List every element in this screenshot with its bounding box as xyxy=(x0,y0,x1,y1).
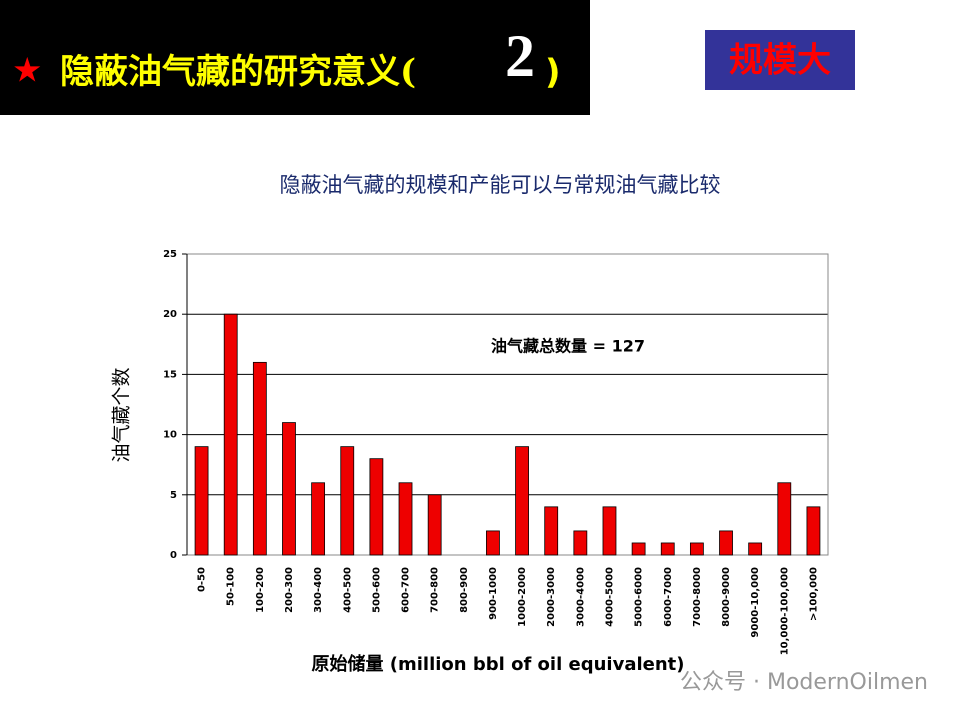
x-tick-label: >100,000 xyxy=(808,567,819,621)
bar xyxy=(806,506,821,556)
y-tick-label: 0 xyxy=(170,550,177,561)
y-tick-label: 10 xyxy=(163,430,177,441)
x-tick-label: 4000-5000 xyxy=(604,567,615,627)
watermark: 公众号 · ModernOilmen xyxy=(680,670,928,695)
bar xyxy=(340,446,355,556)
y-tick-label: 15 xyxy=(163,369,177,380)
x-tick-label: 800-900 xyxy=(459,567,470,613)
x-tick-label: 5000-6000 xyxy=(634,567,645,627)
header-star: ★ xyxy=(12,51,42,91)
bar xyxy=(427,494,442,556)
bar xyxy=(252,361,267,556)
bar xyxy=(631,542,646,556)
x-tick-label: 100-200 xyxy=(255,567,266,613)
header-close: ) xyxy=(545,53,561,93)
header-number: 2 xyxy=(505,23,535,89)
x-tick-label: 3000-4000 xyxy=(575,567,586,627)
x-tick-label: 200-300 xyxy=(284,567,295,613)
x-tick-label: 500-600 xyxy=(371,567,382,613)
x-axis-label: 原始储量 (million bbl of oil equivalent) xyxy=(312,653,685,675)
bar xyxy=(223,313,238,556)
bar xyxy=(515,446,529,556)
bar xyxy=(777,482,792,556)
header-band xyxy=(0,0,590,115)
bar xyxy=(689,542,704,556)
y-tick-label: 25 xyxy=(163,249,177,260)
x-tick-label: 8000-9000 xyxy=(721,567,732,627)
x-tick-label: 0-50 xyxy=(197,567,208,592)
bar xyxy=(282,422,296,556)
badge-box xyxy=(705,30,855,90)
x-tick-label: 300-400 xyxy=(313,567,324,613)
bar xyxy=(311,482,326,556)
bar xyxy=(194,446,209,556)
bar xyxy=(398,482,413,556)
x-tick-label: 9000-10,000 xyxy=(750,567,761,638)
y-axis-label: 油气藏个数 xyxy=(111,367,133,462)
x-tick-label: 6000-7000 xyxy=(663,567,674,627)
annotation: 油气藏总数量 = 127 xyxy=(491,337,645,356)
badge: 规模大 xyxy=(729,41,831,81)
x-tick-label: 7000-8000 xyxy=(692,567,703,627)
bar xyxy=(486,530,500,556)
x-tick-label: 1000-2000 xyxy=(517,567,528,627)
x-tick-label: 700-800 xyxy=(430,567,441,613)
x-tick-label: 900-1000 xyxy=(488,567,499,620)
bar xyxy=(660,542,675,556)
bar xyxy=(369,458,384,556)
bar xyxy=(748,542,763,556)
bar xyxy=(719,530,733,556)
x-tick-label: 50-100 xyxy=(226,567,237,606)
bar xyxy=(573,530,588,556)
x-tick-label: 600-700 xyxy=(401,567,412,613)
bar xyxy=(544,506,559,556)
header-title: 隐蔽油气藏的研究意义( xyxy=(60,52,416,92)
x-tick-label: 2000-3000 xyxy=(546,567,557,627)
bar xyxy=(602,506,617,556)
x-tick-label: 10,000-100,000 xyxy=(779,567,790,655)
y-tick-label: 5 xyxy=(170,490,177,501)
x-tick-label: 400-500 xyxy=(342,567,353,613)
y-tick-label: 20 xyxy=(163,309,177,320)
chart-title: 隐蔽油气藏的规模和产能可以与常规油气藏比较 xyxy=(280,173,721,197)
